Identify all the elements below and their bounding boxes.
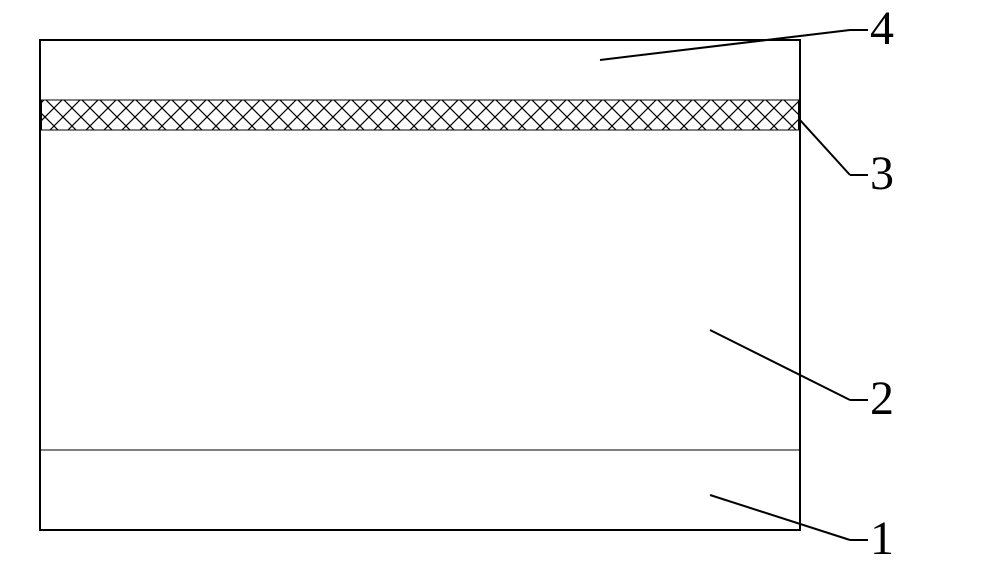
- layer-label-2: 2: [870, 371, 894, 426]
- layer-label-4: 4: [870, 1, 894, 56]
- layer-label-3: 3: [870, 146, 894, 201]
- diagram-outline: [40, 40, 800, 530]
- diagram-stage: 1234: [0, 0, 1000, 559]
- layer-label-1: 1: [870, 511, 894, 566]
- leader-line-3: [800, 120, 850, 175]
